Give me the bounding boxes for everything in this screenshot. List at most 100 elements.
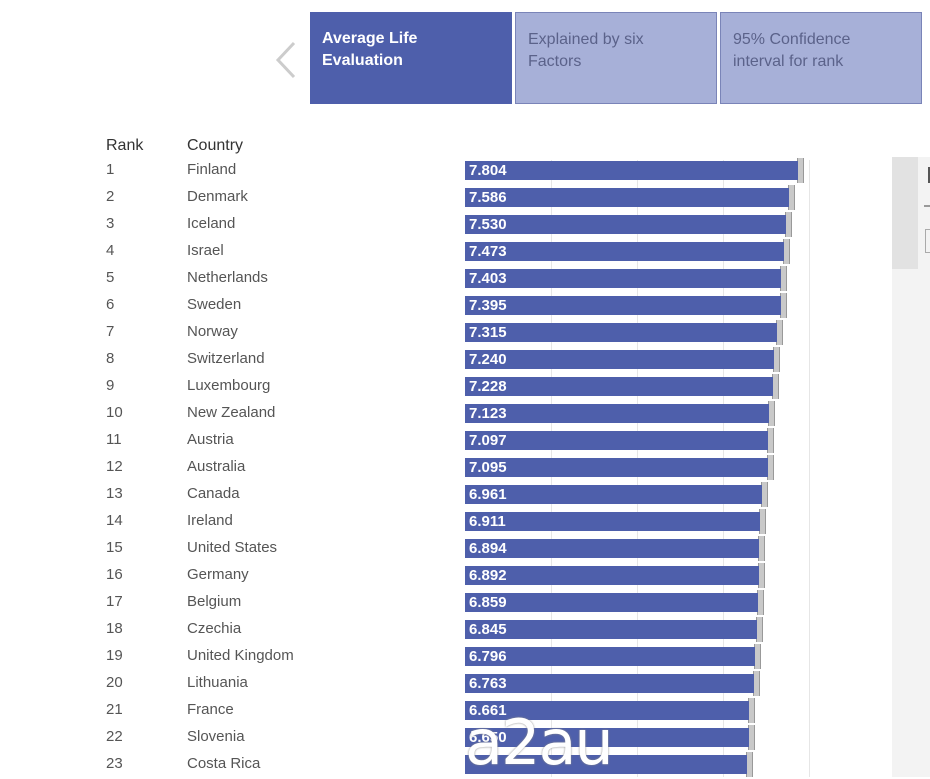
table-row[interactable]: 3 Iceland 7.530 [0, 212, 890, 239]
bar-value-label: 7.097 [469, 432, 507, 449]
side-input[interactable] [925, 229, 930, 253]
life-evaluation-bar[interactable]: 6.961 [465, 485, 762, 504]
table-row[interactable]: 20 Lithuania 6.763 [0, 671, 890, 698]
life-evaluation-bar[interactable]: 6.650 [465, 728, 749, 747]
bar-value-label: 7.315 [469, 324, 507, 341]
life-evaluation-bar[interactable]: 7.095 [465, 458, 768, 477]
life-evaluation-bar[interactable]: 6.796 [465, 647, 755, 666]
country-cell: France [187, 701, 234, 718]
country-cell: United Kingdom [187, 647, 294, 664]
table-row[interactable]: 19 United Kingdom 6.796 [0, 644, 890, 671]
country-cell: Norway [187, 323, 238, 340]
rank-cell: 22 [106, 728, 123, 745]
side-mark [928, 167, 930, 183]
tab-label-line2: interval for rank [733, 53, 844, 70]
table-row[interactable]: 11 Austria 7.097 [0, 428, 890, 455]
bar-value-label: 7.804 [469, 162, 507, 179]
tab-label-line1: Average Life [322, 30, 418, 47]
life-evaluation-bar[interactable]: 6.661 [465, 701, 749, 720]
life-evaluation-bar[interactable]: 6.763 [465, 674, 754, 693]
life-evaluation-bar[interactable]: 6.894 [465, 539, 759, 558]
rank-cell: 21 [106, 701, 123, 718]
confidence-interval-bar [785, 212, 792, 237]
life-evaluation-bar[interactable] [465, 755, 747, 774]
country-cell: Switzerland [187, 350, 265, 367]
table-row[interactable]: 12 Australia 7.095 [0, 455, 890, 482]
table-row[interactable]: 21 France 6.661 [0, 698, 890, 725]
confidence-interval-bar [783, 239, 790, 264]
bar-value-label: 7.586 [469, 189, 507, 206]
table-row[interactable]: 5 Netherlands 7.403 [0, 266, 890, 293]
country-cell: Germany [187, 566, 249, 583]
country-cell: Luxembourg [187, 377, 271, 394]
rank-cell: 23 [106, 755, 123, 772]
life-evaluation-bar[interactable]: 7.530 [465, 215, 786, 234]
table-row[interactable]: 6 Sweden 7.395 [0, 293, 890, 320]
life-evaluation-bar[interactable]: 7.804 [465, 161, 798, 180]
confidence-interval-bar [776, 320, 783, 345]
life-evaluation-bar[interactable]: 7.097 [465, 431, 768, 450]
bar-value-label: 6.911 [469, 513, 506, 530]
bar-value-label: 7.240 [469, 351, 507, 368]
table-row[interactable]: 9 Luxembourg 7.228 [0, 374, 890, 401]
country-cell: Israel [187, 242, 224, 259]
tab-confidence-interval-for-rank[interactable]: 95% Confidence interval for rank [720, 12, 922, 104]
confidence-interval-bar [788, 185, 795, 210]
country-cell: Ireland [187, 512, 233, 529]
confidence-interval-bar [759, 509, 766, 534]
table-row[interactable]: 2 Denmark 7.586 [0, 185, 890, 212]
table-row[interactable]: 17 Belgium 6.859 [0, 590, 890, 617]
tab-average-life-evaluation[interactable]: Average Life Evaluation [310, 12, 512, 104]
country-cell: Australia [187, 458, 246, 475]
rank-cell: 9 [106, 377, 115, 394]
table-row[interactable]: 4 Israel 7.473 [0, 239, 890, 266]
chevron-left-icon[interactable] [272, 40, 302, 80]
life-evaluation-bar[interactable]: 7.473 [465, 242, 784, 261]
table-row[interactable]: 18 Czechia 6.845 [0, 617, 890, 644]
country-cell: Lithuania [187, 674, 248, 691]
life-evaluation-bar[interactable]: 7.586 [465, 188, 789, 207]
table-row[interactable]: 1 Finland 7.804 [0, 158, 890, 185]
life-evaluation-bar[interactable]: 6.911 [465, 512, 760, 531]
life-evaluation-bar[interactable]: 7.123 [465, 404, 769, 423]
table-row[interactable]: 15 United States 6.894 [0, 536, 890, 563]
rank-cell: 18 [106, 620, 123, 637]
life-evaluation-bar[interactable]: 7.228 [465, 377, 773, 396]
confidence-interval-bar [756, 617, 763, 642]
table-row[interactable]: 14 Ireland 6.911 [0, 509, 890, 536]
life-evaluation-bar[interactable]: 7.240 [465, 350, 774, 369]
table-row[interactable]: 22 Slovenia 6.650 [0, 725, 890, 752]
life-evaluation-bar[interactable]: 6.892 [465, 566, 759, 585]
life-evaluation-bar[interactable]: 6.859 [465, 593, 758, 612]
table-row[interactable]: 10 New Zealand 7.123 [0, 401, 890, 428]
table-row[interactable]: 16 Germany 6.892 [0, 563, 890, 590]
scrollbar-thumb[interactable] [892, 157, 918, 269]
bar-value-label: 7.095 [469, 459, 507, 476]
confidence-interval-bar [754, 644, 761, 669]
table-row[interactable]: 23 Costa Rica [0, 752, 890, 779]
rank-cell: 20 [106, 674, 123, 691]
bar-value-label: 7.123 [469, 405, 507, 422]
tab-label-line1: Explained by six [528, 31, 644, 48]
table-row[interactable]: 13 Canada 6.961 [0, 482, 890, 509]
country-cell: Belgium [187, 593, 242, 610]
rank-cell: 19 [106, 647, 123, 664]
tab-explained-by-six-factors[interactable]: Explained by six Factors [515, 12, 717, 104]
country-cell: Sweden [187, 296, 242, 313]
rank-cell: 6 [106, 296, 115, 313]
rank-cell: 5 [106, 269, 115, 286]
rank-cell: 10 [106, 404, 123, 421]
life-evaluation-bar[interactable]: 7.403 [465, 269, 781, 288]
table-row[interactable]: 7 Norway 7.315 [0, 320, 890, 347]
confidence-interval-bar [746, 752, 753, 777]
rank-cell: 16 [106, 566, 123, 583]
life-evaluation-bar[interactable]: 7.395 [465, 296, 781, 315]
life-evaluation-bar[interactable]: 7.315 [465, 323, 777, 342]
table-row[interactable]: 8 Switzerland 7.240 [0, 347, 890, 374]
life-evaluation-bar[interactable]: 6.845 [465, 620, 757, 639]
confidence-interval-bar [797, 158, 804, 183]
confidence-interval-bar [767, 455, 774, 480]
rank-cell: 14 [106, 512, 123, 529]
confidence-interval-bar [748, 725, 755, 750]
tab-label-line1: 95% Confidence [733, 31, 851, 48]
